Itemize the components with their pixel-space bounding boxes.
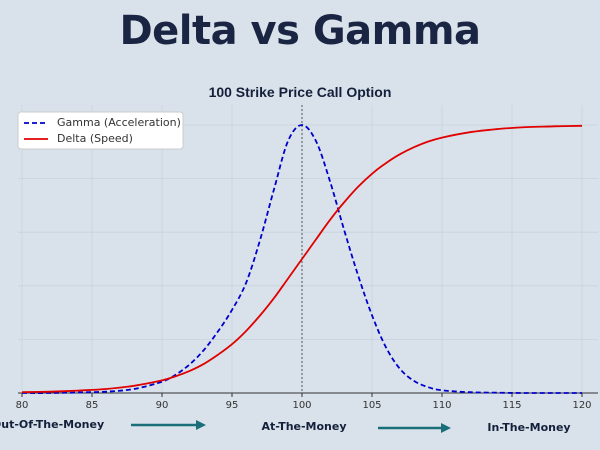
arrow-head-otm-atm	[196, 420, 206, 430]
page-title: Delta vs Gamma	[119, 8, 481, 54]
x-tick-label: 105	[362, 400, 381, 411]
x-ticks: 80 85 90 95 100 105 110 115 120	[16, 393, 592, 411]
series-line-gamma	[21, 124, 582, 394]
region-label-itm: In-The-Money	[487, 421, 570, 434]
region-label-atm: At-The-Money	[261, 420, 346, 433]
x-tick-label: 115	[502, 400, 521, 411]
x-tick-label: 85	[86, 400, 99, 411]
x-tick-label: 100	[292, 400, 311, 411]
arrow-head-atm-itm	[441, 423, 451, 433]
x-tick-label: 90	[156, 400, 169, 411]
x-tick-label: 95	[226, 400, 239, 411]
x-tick-label: 120	[572, 400, 591, 411]
x-tick-label: 80	[16, 400, 29, 411]
legend: Gamma (Acceleration) Delta (Speed)	[17, 111, 184, 150]
legend-box	[17, 111, 184, 150]
chart-title: 100 Strike Price Call Option	[208, 84, 392, 100]
region-label-otm: Out-Of-The-Money	[0, 418, 104, 431]
legend-label-delta: Delta (Speed)	[57, 132, 133, 145]
legend-label-gamma: Gamma (Acceleration)	[57, 116, 181, 129]
series-line-delta	[21, 124, 583, 394]
region-labels: Out-Of-The-Money At-The-Money In-The-Mon…	[0, 418, 571, 434]
x-tick-label: 110	[432, 400, 451, 411]
